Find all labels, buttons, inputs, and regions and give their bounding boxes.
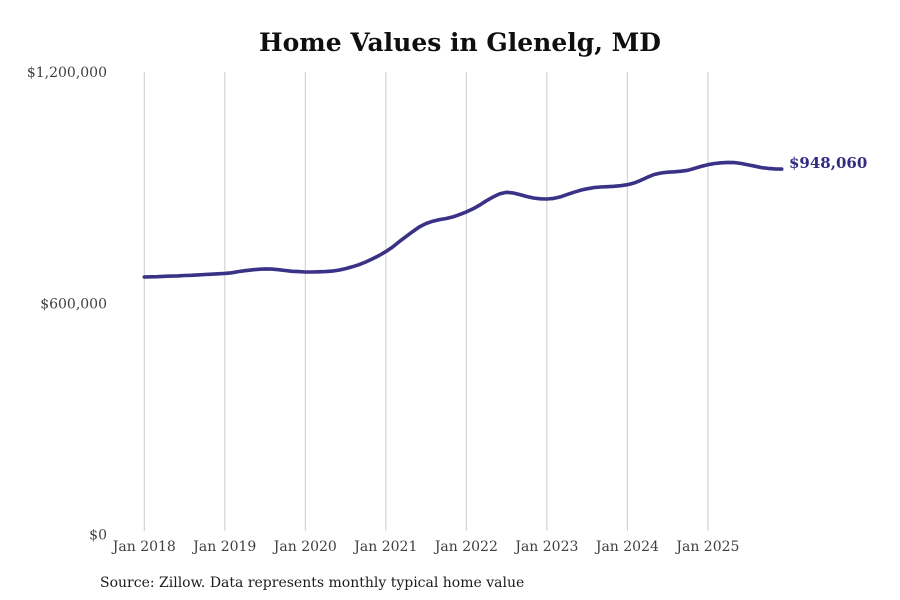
latest-value-label: $948,060 — [789, 154, 867, 172]
chart-title: Home Values in Glenelg, MD — [259, 28, 661, 57]
x-gridlines — [143, 72, 709, 531]
source-note: Source: Zillow. Data represents monthly … — [100, 575, 524, 591]
x-tick-label: Jan 2024 — [594, 539, 659, 555]
x-tick-label: Jan 2018 — [111, 539, 176, 555]
x-tick-label: Jan 2021 — [352, 539, 417, 555]
x-tick-label: Jan 2025 — [674, 539, 739, 555]
home-value-line — [142, 160, 784, 279]
y-axis-tick-labels: $0 $600,000 $1,200,000 — [27, 65, 107, 544]
x-tick-label: Jan 2019 — [191, 539, 256, 555]
x-tick-label: Jan 2020 — [272, 539, 337, 555]
y-tick-label: $600,000 — [40, 296, 107, 312]
x-axis-tick-labels: Jan 2018 Jan 2019 Jan 2020 Jan 2021 Jan 2022… — [111, 539, 740, 555]
x-tick-label: Jan 2023 — [513, 539, 578, 555]
x-tick-label: Jan 2022 — [433, 539, 498, 555]
y-tick-label: $1,200,000 — [27, 65, 107, 81]
y-tick-label: $0 — [89, 528, 107, 544]
